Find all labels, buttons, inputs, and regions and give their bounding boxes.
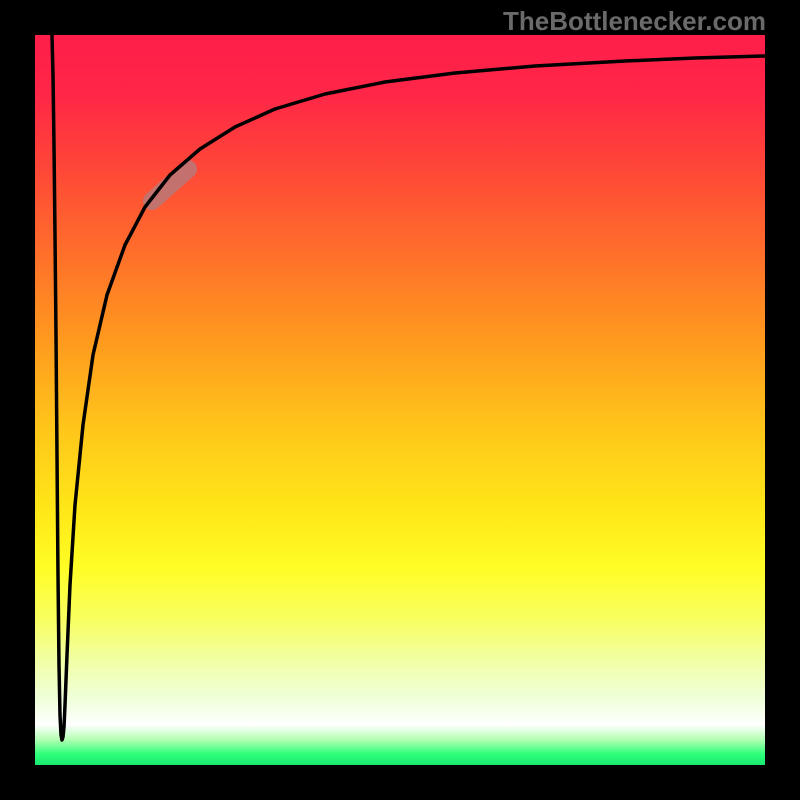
curve-layer: [35, 35, 765, 765]
plot-area: [35, 35, 765, 765]
chart-frame: TheBottlenecker.com: [0, 0, 800, 800]
gradient-background: [35, 35, 765, 765]
watermark-text: TheBottlenecker.com: [503, 6, 766, 37]
